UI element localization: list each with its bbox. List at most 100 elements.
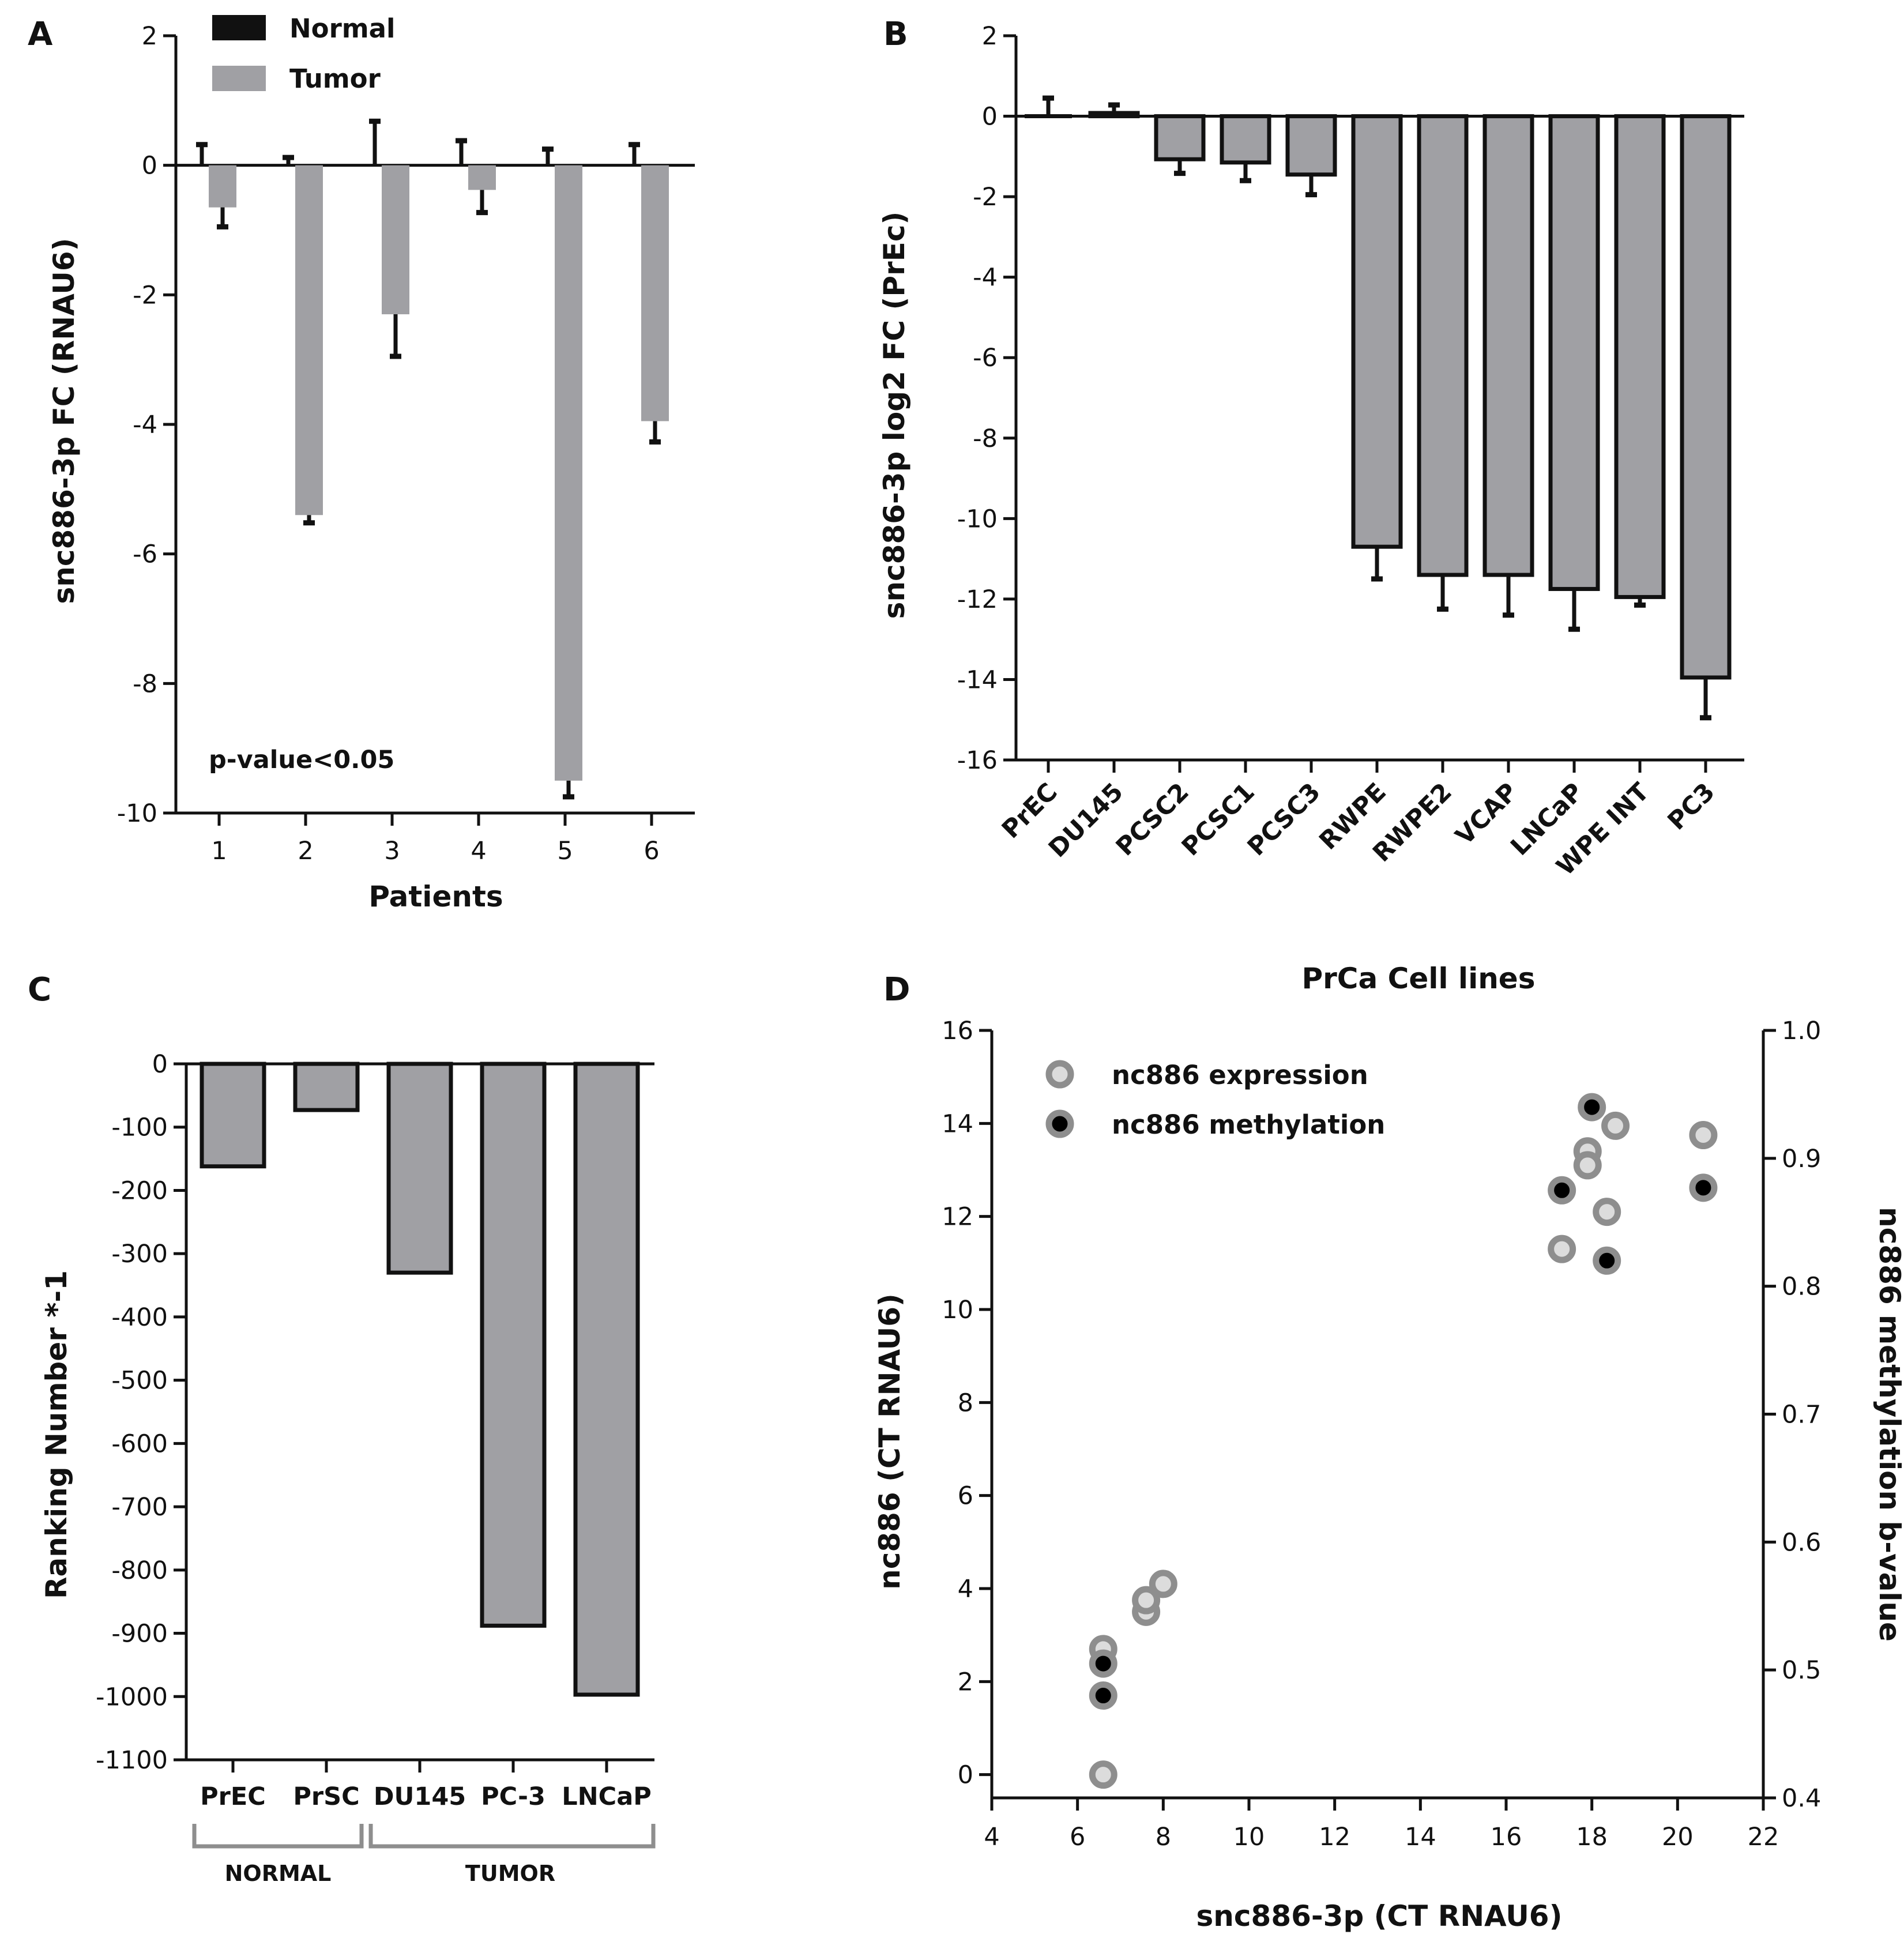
panel-b-y-tick-label: 0 xyxy=(982,103,998,131)
panel-d-y-tick-label: 16 xyxy=(942,1017,973,1045)
panel-d-y-tick-label: 2 xyxy=(958,1668,973,1696)
panel-d-y2-tick-label: 0.6 xyxy=(1782,1528,1821,1557)
panel-b-bar xyxy=(1154,114,1206,161)
panel-b-y-tick-label: -2 xyxy=(973,183,998,212)
expression-point xyxy=(1548,1235,1576,1263)
panel-b-y-tick-label: -12 xyxy=(957,585,998,614)
expression-point xyxy=(1573,1151,1602,1180)
panel-c: C 0 -100 -200 -300 -400 -500 -600 -700 -800 -900 -… xyxy=(28,971,656,1886)
panel-a-y-title: snc886-3p FC (RNAU6) xyxy=(47,238,81,604)
methylation-point xyxy=(1689,1173,1718,1202)
expression-point xyxy=(1149,1570,1177,1598)
panel-b-y-tick-label: 2 xyxy=(982,22,998,51)
panel-d-title: PrCa Cell lines xyxy=(1302,962,1536,995)
panel-a-y-tick-label: -10 xyxy=(117,799,157,828)
panel-d-x-tick-label: 14 xyxy=(1405,1823,1436,1852)
panel-c-y-tick-label: 0 xyxy=(152,1050,168,1079)
expression-point xyxy=(1689,1121,1718,1149)
panel-d-y2-tick-label: 0.9 xyxy=(1782,1145,1821,1173)
panel-b-bar xyxy=(1680,114,1732,680)
methylation-point xyxy=(1578,1093,1606,1122)
legend-expression-label: nc886 expression xyxy=(1112,1060,1368,1090)
panel-d-y-tick-label: 4 xyxy=(958,1575,973,1604)
panel-a-tumor-bar xyxy=(555,165,582,781)
panel-a-y-tick-label: 2 xyxy=(142,22,157,51)
panel-b-bar xyxy=(1088,111,1140,119)
panel-c-y-tick-label: -1000 xyxy=(96,1683,168,1711)
panel-c-y-tick-label: -100 xyxy=(111,1113,168,1142)
panel-d-y-tick-label: 12 xyxy=(942,1203,973,1232)
legend-methylation-marker xyxy=(1045,1109,1074,1138)
methylation-point xyxy=(1089,1649,1117,1678)
panel-d-y2-tick-label: 0.5 xyxy=(1782,1656,1821,1685)
tumor-group-label: TUMOR xyxy=(465,1861,555,1886)
panel-d-y2-tick-label: 0.7 xyxy=(1782,1401,1821,1429)
panel-a-tumor-bar xyxy=(468,165,496,190)
panel-c-y-tick-label: -400 xyxy=(111,1303,168,1332)
panel-c-y-tick-label: -300 xyxy=(111,1240,168,1269)
panel-d-y-title: nc886 (CT RNAU6) xyxy=(873,1293,906,1590)
panel-b-bar xyxy=(1482,114,1534,577)
panel-d-x-tick-label: 12 xyxy=(1319,1823,1350,1852)
panel-c-y-title: Ranking Number *-1 xyxy=(40,1270,73,1599)
panel-a-axes: 2 0 -2 -4 -6 -8 -10 1 2 3 4 5 6 xyxy=(117,22,695,865)
panel-c-y-tick-label: -600 xyxy=(111,1429,168,1458)
tumor-bracket xyxy=(368,1824,656,1849)
panel-c-bars xyxy=(200,1062,640,1697)
panel-d-x-tick-label: 6 xyxy=(1070,1823,1085,1852)
panel-a-y-tick-label: -2 xyxy=(133,281,157,310)
panel-c-x-tick-label: PC-3 xyxy=(481,1782,545,1811)
panel-c-bar xyxy=(573,1062,640,1697)
panel-a-x-tick-label: 3 xyxy=(384,837,400,865)
panel-a-tumor-bar xyxy=(641,165,669,422)
panel-b-y-tick-label: -8 xyxy=(973,424,998,453)
panel-a-y-tick-label: -4 xyxy=(133,411,157,439)
methylation-point xyxy=(1548,1176,1576,1205)
panel-a-bars xyxy=(196,118,669,800)
normal-group-label: NORMAL xyxy=(225,1861,332,1886)
panel-c-letter: C xyxy=(28,971,51,1008)
panel-b-y-title: snc886-3p log2 FC (PrEc) xyxy=(878,212,911,619)
panel-b-bar xyxy=(1285,114,1337,177)
panel-b-y-tick-label: -10 xyxy=(957,505,998,533)
panel-a-x-tick-label: 4 xyxy=(471,837,486,865)
panel-c-y-tick-label: -900 xyxy=(111,1620,168,1649)
panel-d-y2-tick-label: 1.0 xyxy=(1782,1017,1821,1045)
expression-point xyxy=(1601,1111,1630,1140)
methylation-point xyxy=(1089,1681,1117,1710)
panel-d-x-title: snc886-3p (CT RNAU6) xyxy=(1196,1899,1563,1933)
panel-b-bar xyxy=(1220,114,1271,165)
legend-expression-marker xyxy=(1045,1060,1074,1089)
panel-a-y-tick-label: -8 xyxy=(133,669,157,698)
panel-d-x-tick-label: 8 xyxy=(1156,1823,1171,1852)
panel-c-x-tick-label: PrSC xyxy=(293,1782,359,1811)
panel-a-letter: A xyxy=(28,16,53,53)
p-value-annotation: p-value<0.05 xyxy=(209,746,394,774)
panel-a-x-tick-label: 6 xyxy=(644,837,659,865)
panel-a-x-tick-label: 2 xyxy=(298,837,313,865)
panel-d-y-tick-label: 6 xyxy=(958,1482,973,1511)
panel-b-bar xyxy=(1614,114,1666,599)
panel-d-points xyxy=(1089,1093,1718,1789)
panel-b-y-tick-label: -6 xyxy=(973,344,998,372)
panel-a-x-tick-label: 1 xyxy=(211,837,227,865)
panel-d-y2-title: nc886 methylation b-value xyxy=(1873,1207,1904,1642)
panel-c-bar xyxy=(293,1062,360,1112)
panel-d-x-tick-label: 4 xyxy=(984,1823,999,1852)
panel-d-letter: D xyxy=(883,971,910,1008)
panel-a-x-title: Patients xyxy=(368,880,503,913)
legend-normal-label: Normal xyxy=(289,13,395,44)
panel-c-x-tick-label: LNCaP xyxy=(562,1782,651,1811)
panel-b-y-tick-label: -4 xyxy=(973,264,998,292)
panel-b-y-tick-label: -16 xyxy=(957,746,998,775)
legend-tumor-swatch xyxy=(212,66,266,91)
panel-c-y-tick-label: -200 xyxy=(111,1176,168,1205)
panel-a: A 2 0 -2 -4 -6 -8 -10 1 2 3 4 5 6 Normal Tumor p-val… xyxy=(28,13,695,913)
panel-b: B 20-2-4-6-8-10-12-14-16PrECDU145PCSC2PC… xyxy=(878,16,1744,881)
methylation-point xyxy=(1593,1246,1621,1275)
legend-methylation-label: nc886 methylation xyxy=(1112,1109,1385,1140)
panel-c-axes: 0 -100 -200 -300 -400 -500 -600 -700 -800 -900 -10… xyxy=(96,1050,654,1811)
legend-tumor-label: Tumor xyxy=(289,63,381,94)
panel-c-bar xyxy=(386,1062,453,1275)
panel-a-tumor-bar xyxy=(295,165,323,515)
